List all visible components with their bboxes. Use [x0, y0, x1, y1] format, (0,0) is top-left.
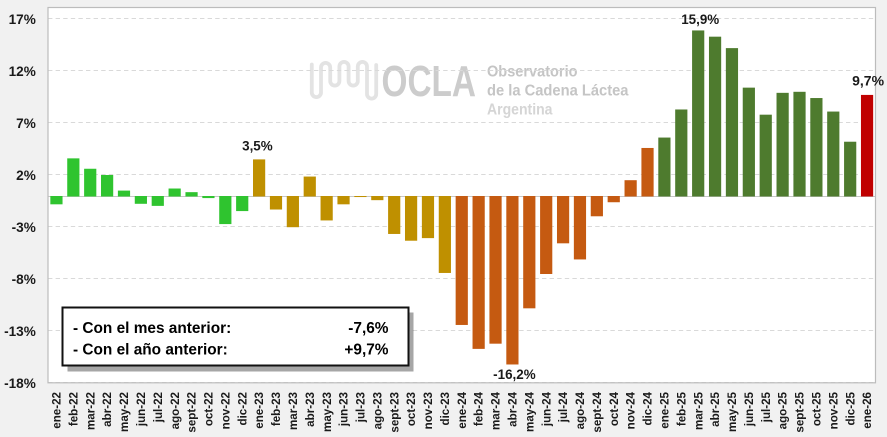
svg-text:ene-23: ene-23 [253, 391, 266, 428]
svg-text:15,9%: 15,9% [681, 12, 719, 27]
svg-text:ene-25: ene-25 [659, 391, 672, 428]
svg-text:-8%: -8% [12, 272, 36, 287]
svg-text:-16,2%: -16,2% [493, 367, 536, 382]
svg-text:oct-25: oct-25 [810, 391, 823, 426]
svg-text:jun-25: jun-25 [743, 391, 756, 427]
svg-text:nov-24: nov-24 [625, 391, 638, 429]
svg-text:dic-23: dic-23 [439, 391, 452, 425]
svg-text:mar-23: mar-23 [287, 391, 300, 430]
svg-text:17%: 17% [9, 12, 36, 27]
svg-text:may-22: may-22 [118, 392, 131, 432]
svg-text:jun-22: jun-22 [135, 392, 148, 427]
svg-text:-13%: -13% [4, 324, 36, 339]
svg-text:ene-26: ene-26 [861, 391, 874, 428]
svg-text:jul-23: jul-23 [355, 391, 368, 423]
svg-text:abr-23: abr-23 [304, 391, 317, 426]
svg-text:abr-22: abr-22 [101, 392, 114, 427]
svg-text:nov-23: nov-23 [422, 391, 435, 429]
svg-text:nov-25: nov-25 [827, 391, 840, 429]
svg-text:jul-24: jul-24 [557, 391, 570, 423]
svg-text:jul-22: jul-22 [152, 392, 165, 423]
svg-text:ago-25: ago-25 [777, 391, 790, 429]
svg-text:de la Cadena Láctea: de la Cadena Láctea [487, 83, 629, 100]
svg-text:ene-22: ene-22 [51, 392, 64, 429]
svg-text:dic-22: dic-22 [236, 392, 249, 426]
svg-text:3,5%: 3,5% [242, 139, 273, 154]
svg-text:feb-25: feb-25 [675, 391, 688, 426]
svg-text:abr-24: abr-24 [507, 391, 520, 426]
svg-text:mar-24: mar-24 [490, 391, 503, 430]
svg-text:jul-25: jul-25 [760, 391, 773, 423]
svg-text:ago-24: ago-24 [574, 391, 587, 429]
svg-text:ene-24: ene-24 [456, 391, 469, 428]
svg-text:sept-23: sept-23 [388, 391, 401, 432]
svg-text:may-24: may-24 [523, 391, 536, 432]
svg-text:-7,6%: -7,6% [348, 320, 389, 337]
svg-text:nov-22: nov-22 [219, 392, 232, 429]
svg-text:feb-24: feb-24 [473, 391, 486, 426]
svg-text:- Con el año anterior:: - Con el año anterior: [73, 341, 228, 358]
svg-text:may-23: may-23 [321, 391, 334, 432]
svg-text:mar-22: mar-22 [84, 392, 97, 430]
svg-text:may-25: may-25 [726, 391, 739, 432]
svg-text:sept-22: sept-22 [186, 392, 199, 433]
svg-text:dic-25: dic-25 [844, 391, 857, 425]
svg-text:abr-25: abr-25 [709, 391, 722, 426]
svg-text:2%: 2% [16, 168, 36, 183]
svg-text:9,7%: 9,7% [852, 73, 884, 89]
svg-text:jun-24: jun-24 [540, 391, 553, 427]
svg-text:sept-24: sept-24 [591, 391, 604, 432]
svg-text:- Con el mes anterior:: - Con el mes anterior: [73, 320, 231, 337]
svg-text:Argentina: Argentina [487, 102, 553, 119]
svg-text:12%: 12% [9, 64, 36, 79]
svg-text:ago-22: ago-22 [169, 392, 182, 429]
svg-text:dic-24: dic-24 [642, 391, 655, 425]
svg-text:-18%: -18% [4, 376, 36, 391]
svg-text:+9,7%: +9,7% [344, 341, 388, 358]
svg-text:oct-23: oct-23 [405, 391, 418, 426]
svg-text:feb-22: feb-22 [67, 392, 80, 426]
svg-text:oct-22: oct-22 [203, 392, 216, 426]
svg-text:jun-23: jun-23 [338, 391, 351, 427]
svg-text:ago-23: ago-23 [371, 391, 384, 429]
svg-text:mar-25: mar-25 [692, 391, 705, 430]
svg-text:oct-24: oct-24 [608, 391, 621, 426]
svg-text:feb-23: feb-23 [270, 391, 283, 426]
svg-text:7%: 7% [16, 116, 36, 131]
svg-text:-3%: -3% [12, 220, 36, 235]
svg-text:sept-25: sept-25 [794, 391, 807, 432]
svg-text:OCLA: OCLA [382, 58, 477, 106]
svg-text:Observatorio: Observatorio [487, 64, 578, 81]
